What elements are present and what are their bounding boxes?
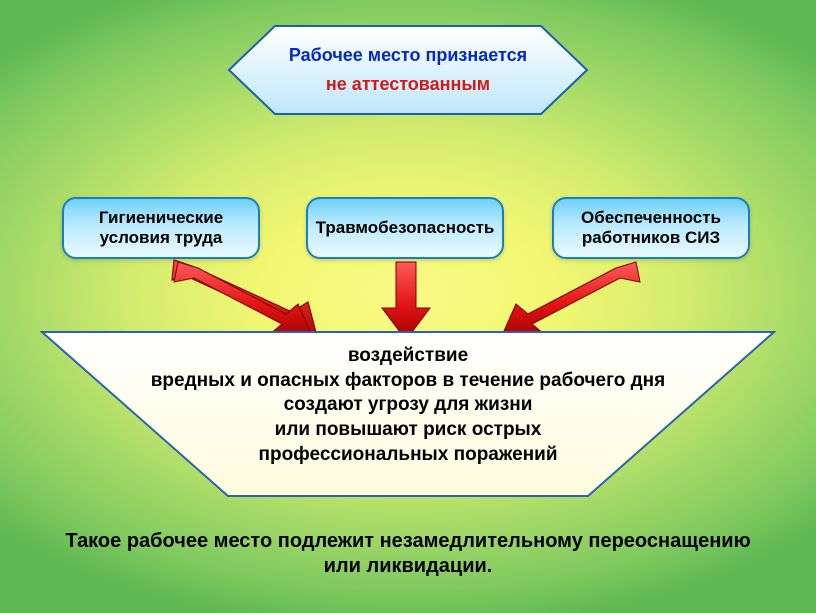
trap-line-1: воздействие bbox=[110, 344, 706, 369]
trap-line-3: или повышают риск острых bbox=[110, 418, 706, 443]
diagram-stage: Рабочее место признается не аттестованны… bbox=[0, 0, 816, 613]
trap-line-4: профессиональных поражений bbox=[110, 443, 706, 468]
footer-text: Такое рабочее место подлежит незамедлите… bbox=[0, 529, 816, 579]
trap-line-2: вредных и опасных факторов в течение раб… bbox=[110, 369, 706, 418]
trapezoid-text: воздействие вредных и опасных факторов в… bbox=[110, 344, 706, 467]
arrow-2 bbox=[382, 262, 430, 340]
result-trapezoid: воздействие вредных и опасных факторов в… bbox=[40, 330, 776, 498]
arrow-1 bbox=[174, 262, 314, 340]
arrows-overlay bbox=[0, 0, 816, 613]
arrow-3 bbox=[500, 262, 640, 340]
